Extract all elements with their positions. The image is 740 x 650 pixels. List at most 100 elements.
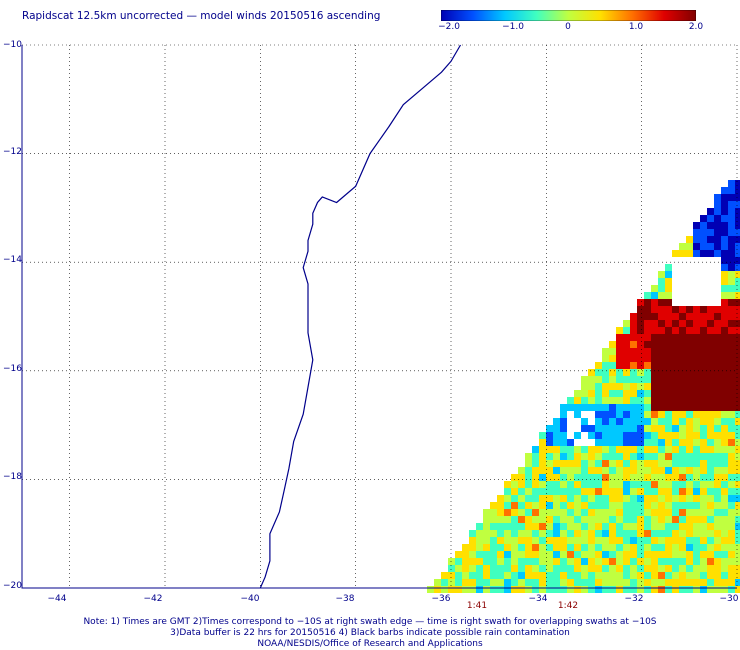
wind-cell — [581, 530, 588, 537]
wind-cell — [511, 474, 518, 481]
wind-cell — [623, 565, 630, 572]
wind-cell — [735, 509, 740, 516]
wind-cell — [616, 334, 623, 341]
wind-cell — [637, 432, 644, 439]
wind-cell — [707, 355, 714, 362]
wind-cell — [602, 516, 609, 523]
wind-cell — [637, 488, 644, 495]
wind-cell — [504, 502, 511, 509]
wind-cell — [567, 572, 574, 579]
wind-cell — [616, 362, 623, 369]
wind-cell — [623, 425, 630, 432]
wind-cell — [700, 397, 707, 404]
wind-cell — [497, 530, 504, 537]
wind-cell — [553, 537, 560, 544]
wind-cell — [448, 558, 455, 565]
wind-cell — [714, 446, 721, 453]
wind-cell — [686, 411, 693, 418]
wind-cell — [630, 369, 637, 376]
wind-cell — [700, 222, 707, 229]
wind-cell — [693, 474, 700, 481]
wind-cell — [672, 334, 679, 341]
wind-cell — [616, 502, 623, 509]
wind-cell — [560, 432, 567, 439]
wind-cell — [609, 502, 616, 509]
wind-cell — [588, 558, 595, 565]
wind-cell — [728, 572, 735, 579]
wind-cell — [637, 579, 644, 586]
wind-cell — [532, 579, 539, 586]
wind-cell — [672, 341, 679, 348]
wind-cell — [665, 383, 672, 390]
wind-cell — [700, 355, 707, 362]
wind-cell — [518, 502, 525, 509]
wind-cell — [581, 523, 588, 530]
wind-cell — [679, 586, 686, 593]
wind-cell — [700, 488, 707, 495]
wind-cell — [637, 418, 644, 425]
wind-cell — [700, 327, 707, 334]
wind-cell — [728, 474, 735, 481]
wind-cell — [539, 453, 546, 460]
wind-cell — [567, 397, 574, 404]
wind-cell — [735, 313, 740, 320]
wind-cell — [672, 481, 679, 488]
wind-cell — [546, 453, 553, 460]
wind-cell — [679, 348, 686, 355]
wind-cell — [707, 341, 714, 348]
wind-cell — [686, 404, 693, 411]
wind-cell — [714, 418, 721, 425]
wind-cell — [672, 502, 679, 509]
wind-cell — [630, 551, 637, 558]
lon-label: −42 — [143, 594, 163, 604]
wind-cell — [672, 509, 679, 516]
wind-cell — [679, 502, 686, 509]
wind-cell — [630, 488, 637, 495]
wind-cell — [686, 425, 693, 432]
wind-cell — [532, 551, 539, 558]
wind-cell — [490, 579, 497, 586]
wind-cell — [490, 516, 497, 523]
wind-cell — [658, 313, 665, 320]
wind-cell — [616, 439, 623, 446]
wind-cell — [609, 397, 616, 404]
wind-cell — [616, 467, 623, 474]
wind-cell — [588, 565, 595, 572]
wind-cell — [644, 551, 651, 558]
wind-cell — [735, 348, 740, 355]
wind-cell — [693, 565, 700, 572]
wind-cell — [665, 418, 672, 425]
wind-cell — [728, 404, 735, 411]
wind-cell — [644, 523, 651, 530]
wind-cell — [595, 390, 602, 397]
wind-cell — [616, 537, 623, 544]
wind-cell — [574, 460, 581, 467]
wind-cell — [679, 306, 686, 313]
wind-cell — [455, 565, 462, 572]
wind-cell — [560, 572, 567, 579]
wind-cell — [735, 229, 740, 236]
wind-cell — [686, 474, 693, 481]
wind-cell — [658, 292, 665, 299]
wind-cell — [686, 250, 693, 257]
wind-cell — [651, 474, 658, 481]
wind-cell — [623, 544, 630, 551]
wind-cell — [623, 488, 630, 495]
wind-cell — [623, 327, 630, 334]
wind-cell — [672, 467, 679, 474]
wind-cell — [560, 565, 567, 572]
wind-cell — [532, 558, 539, 565]
wind-cell — [497, 565, 504, 572]
wind-cell — [679, 313, 686, 320]
wind-cell — [714, 537, 721, 544]
wind-cell — [581, 376, 588, 383]
wind-cell — [637, 425, 644, 432]
wind-cell — [518, 516, 525, 523]
wind-cell — [574, 586, 581, 593]
wind-cell — [700, 362, 707, 369]
wind-cell — [567, 404, 574, 411]
wind-cell — [539, 544, 546, 551]
wind-cell — [728, 285, 735, 292]
wind-cell — [539, 586, 546, 593]
wind-cell — [616, 404, 623, 411]
